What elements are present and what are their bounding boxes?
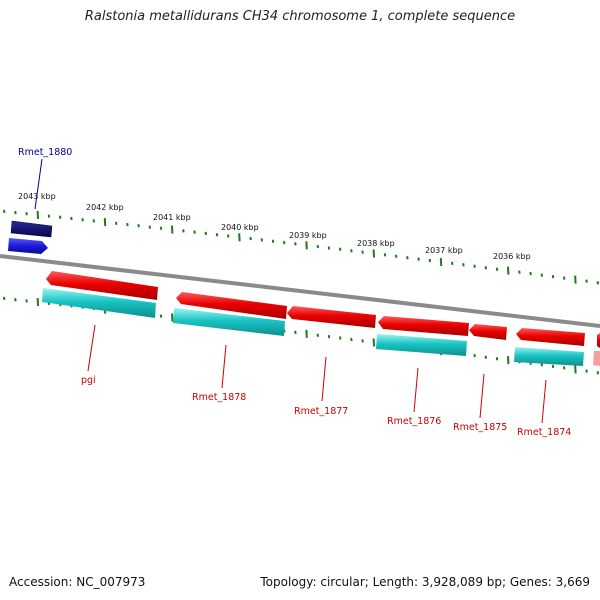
forward-strand-features [8, 220, 53, 254]
label-leader-lines [34, 158, 547, 424]
gene-labels: Rmet_1880 pgi Rmet_1878 Rmet_1877 Rmet_1… [18, 147, 571, 438]
gene-arrow-pgi[interactable] [46, 271, 158, 300]
cds-bar-rmet-1876[interactable] [376, 334, 467, 356]
cds-bar-rmet-1878[interactable] [173, 308, 285, 336]
topology-stats-text: Topology: circular; Length: 3,928,089 bp… [260, 575, 590, 589]
gene-arrow-rmet-1878[interactable] [176, 292, 287, 319]
cds-bar-partial-pink[interactable] [593, 351, 600, 366]
cds-bar-rmet-1874[interactable] [514, 347, 584, 366]
cds-bar-pgi[interactable] [42, 288, 156, 318]
kbp-label: 2037 kbp [425, 246, 463, 255]
feature-cds-rmet-1880[interactable] [8, 238, 48, 254]
reverse-strand-genes [46, 271, 600, 348]
outer-tick-ring [3, 209, 599, 285]
gene-label-rmet-1878[interactable]: Rmet_1878 [192, 392, 246, 403]
kbp-label: 2038 kbp [357, 239, 395, 248]
gene-label-rmet-1875[interactable]: Rmet_1875 [453, 422, 507, 433]
gene-label-rmet-1880[interactable]: Rmet_1880 [18, 147, 72, 158]
kbp-labels: 2043 kbp 2042 kbp 2041 kbp 2040 kbp 2039… [18, 192, 531, 261]
kbp-label: 2040 kbp [221, 223, 259, 232]
gene-arrow-partial[interactable] [597, 333, 600, 348]
gene-arrow-rmet-1874[interactable] [516, 328, 585, 346]
kbp-label: 2039 kbp [289, 231, 327, 240]
gene-arrow-rmet-1877[interactable] [287, 306, 376, 328]
map-title: Ralstonia metallidurans CH34 chromosome … [84, 9, 516, 24]
feature-gene-rmet-1880[interactable] [10, 220, 53, 238]
cds-features [42, 288, 600, 366]
accession-text: Accession: NC_007973 [9, 575, 146, 589]
kbp-label: 2042 kbp [86, 203, 124, 212]
chromosome-backbone [0, 254, 600, 328]
kbp-label: 2036 kbp [493, 252, 531, 261]
kbp-label: 2041 kbp [153, 213, 191, 222]
gene-arrow-rmet-1875[interactable] [469, 324, 507, 340]
gene-label-rmet-1876[interactable]: Rmet_1876 [387, 416, 441, 427]
gene-label-pgi[interactable]: pgi [81, 375, 96, 386]
gene-label-rmet-1877[interactable]: Rmet_1877 [294, 406, 348, 417]
gene-arrow-rmet-1876[interactable] [378, 316, 469, 336]
gene-label-rmet-1874[interactable]: Rmet_1874 [517, 427, 571, 438]
